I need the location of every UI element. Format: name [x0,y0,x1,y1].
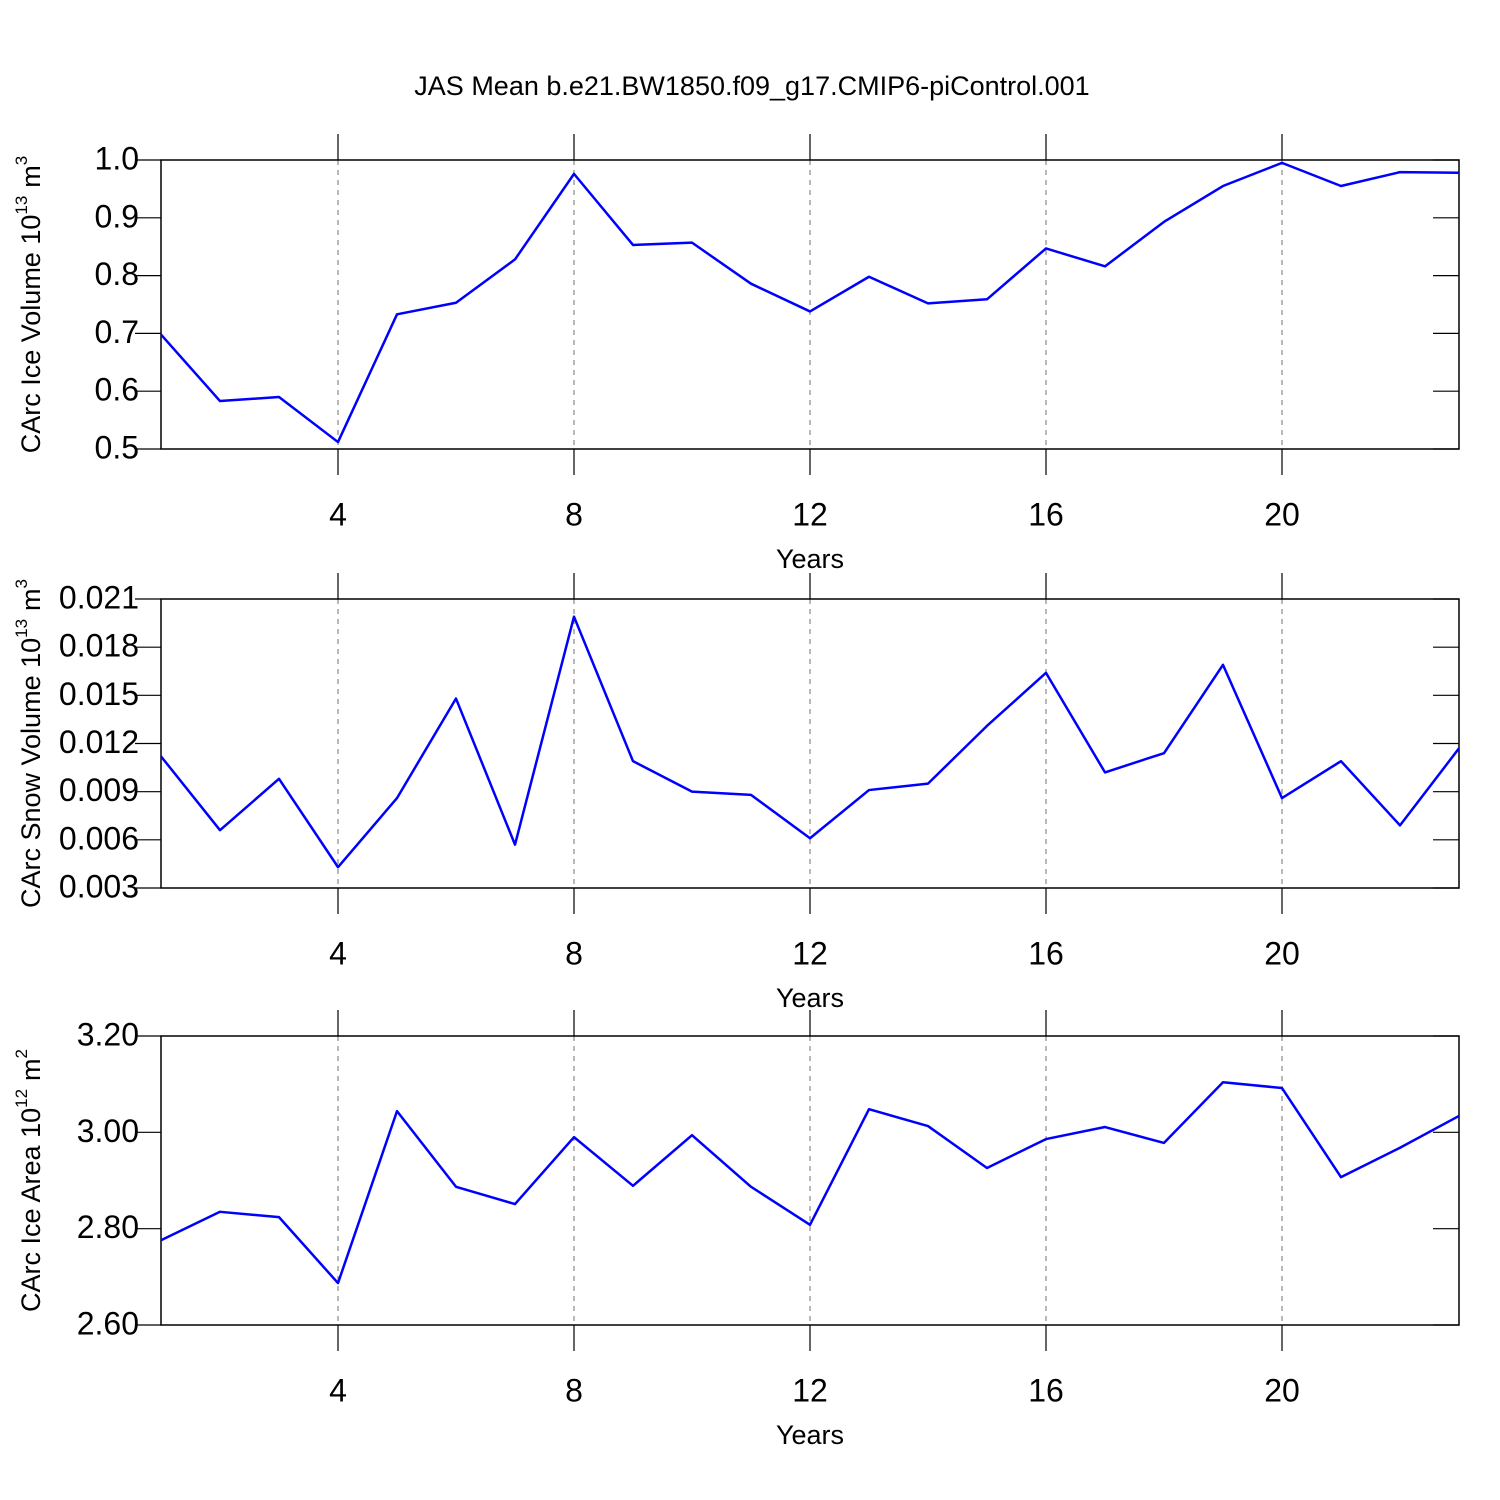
y-axis-label-part: CArc Ice Volume 10 [16,215,46,454]
x-tick-label: 4 [329,935,347,971]
x-tick-label: 16 [1028,496,1064,532]
x-tick-label: 16 [1028,1372,1064,1408]
y-tick-label: 0.009 [59,772,139,808]
y-tick-label: 1.0 [95,140,139,176]
y-tick-label: 0.7 [95,314,139,350]
chart-title: JAS Mean b.e21.BW1850.f09_g17.CMIP6-piCo… [414,71,1089,101]
y-axis-label-superscript: 12 [12,1089,31,1108]
y-axis-label-superscript: 13 [12,619,31,638]
y-axis-label-superscript: 3 [12,579,31,588]
y-tick-label: 2.80 [77,1209,139,1245]
y-tick-label: 0.006 [59,820,139,856]
y-axis-label-superscript: 2 [12,1049,31,1058]
x-tick-label: 20 [1264,1372,1300,1408]
y-tick-label: 0.9 [95,198,139,234]
plot-frame [160,598,1460,889]
x-axis-label: Years [776,983,844,1013]
x-axis-label: Years [776,1420,844,1450]
data-line [160,161,1460,444]
x-axis-label: Years [776,544,844,574]
y-tick-label: 0.018 [59,628,139,664]
y-tick-label: 0.8 [95,256,139,292]
y-tick-label: 3.20 [77,1016,139,1052]
x-tick-label: 12 [792,1372,828,1408]
y-axis-label-part: CArc Snow Volume 10 [16,638,46,908]
y-tick-label: 0.021 [59,579,139,615]
data-line [160,1080,1460,1285]
x-tick-label: 8 [565,1372,583,1408]
y-tick-label: 0.5 [95,429,139,465]
x-tick-label: 12 [792,496,828,532]
x-tick-label: 8 [565,935,583,971]
y-tick-label: 0.015 [59,676,139,712]
x-tick-label: 16 [1028,935,1064,971]
y-axis-label-superscript: 13 [12,196,31,215]
y-axis-label-part: m [16,165,46,188]
y-tick-label: 0.6 [95,372,139,408]
y-axis-label: CArc Snow Volume 1013 m3 [12,579,46,908]
y-tick-label: 2.60 [77,1305,139,1341]
plot-frame [160,1035,1460,1326]
y-axis-label: CArc Ice Area 1012 m2 [12,1049,46,1312]
y-axis-label-superscript: 3 [12,156,31,165]
y-axis-label-part: m [16,1058,46,1081]
y-axis-label-part: CArc Ice Area 10 [16,1108,46,1312]
x-tick-label: 4 [329,1372,347,1408]
y-axis-label-part: m [16,588,46,611]
x-tick-label: 20 [1264,935,1300,971]
x-tick-label: 4 [329,496,347,532]
x-tick-label: 12 [792,935,828,971]
y-tick-label: 3.00 [77,1113,139,1149]
x-tick-label: 20 [1264,496,1300,532]
x-tick-label: 8 [565,496,583,532]
data-line [160,615,1460,869]
y-axis-label: CArc Ice Volume 1013 m3 [12,156,46,454]
y-tick-label: 0.003 [59,868,139,904]
y-tick-label: 0.012 [59,724,139,760]
plot-frame [160,159,1460,450]
